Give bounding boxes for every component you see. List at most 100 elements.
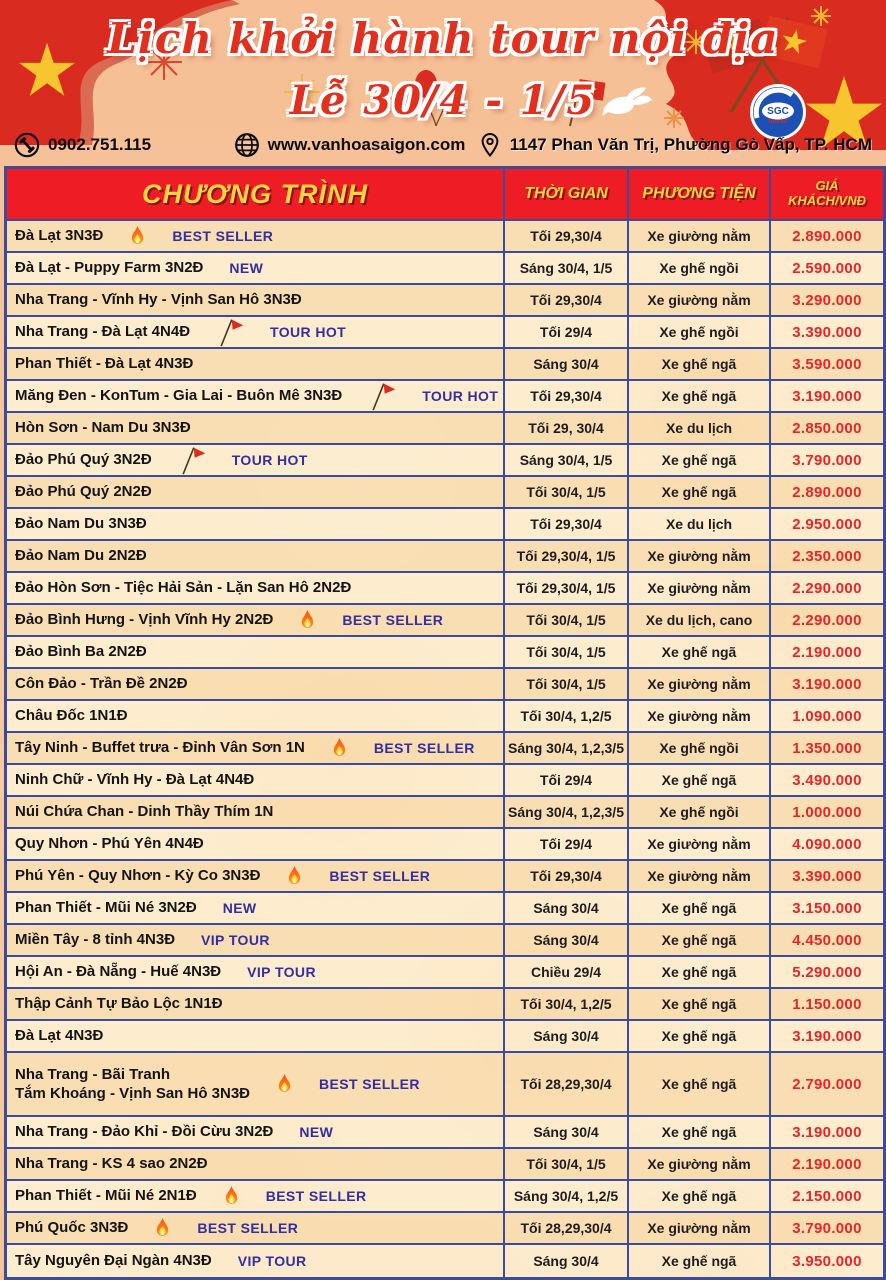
program-cell: Đảo Phú Quý 3N2Đ TOUR HOT: [7, 445, 505, 475]
price-cell: 2.350.000: [771, 541, 883, 571]
vehicle-type: Xe ghế ngã: [661, 484, 737, 500]
price-value: 2.590.000: [792, 259, 862, 277]
departure-time: Tối 28,29,30/4: [520, 1220, 612, 1236]
vehicle-type: Xe giường nằm: [647, 580, 751, 596]
globe-icon: [234, 133, 259, 157]
vehicle-cell: Xe giường nằm: [629, 669, 771, 699]
time-cell: Tối 29,30/4: [505, 861, 629, 891]
tour-badge: NEW: [222, 900, 257, 916]
tour-name: Châu Đốc 1N1Đ: [15, 707, 128, 725]
time-cell: Sáng 30/4: [505, 1245, 629, 1277]
vehicle-type: Xe ghế ngã: [661, 356, 737, 372]
price-cell: 5.290.000: [771, 957, 883, 987]
table-row: Côn Đảo - Trần Đề 2N2Đ: [7, 669, 883, 701]
departure-time: Tối 29/4: [539, 324, 593, 340]
time-cell: Tối 29,30/4: [505, 285, 629, 315]
tour-badge: TOUR HOT: [422, 388, 499, 404]
tour-name: Đảo Hòn Sơn - Tiệc Hải Sản - Lặn San Hô …: [15, 579, 352, 597]
program-cell: Phú Quốc 3N3Đ BEST SELLER: [7, 1213, 505, 1243]
time-cell: Tối 29,30/4: [505, 381, 629, 411]
departure-time: Tối 29,30/4, 1/5: [516, 548, 616, 564]
tour-name: Tây Nguyên Đại Ngàn 4N3Đ: [15, 1252, 212, 1270]
program-cell: Đảo Nam Du 3N3Đ: [7, 509, 505, 539]
small-flag-right: [760, 15, 828, 69]
tour-badge: VIP TOUR: [237, 1253, 307, 1269]
time-cell: Tối 28,29,30/4: [505, 1053, 629, 1115]
price-cell: 2.190.000: [771, 1149, 883, 1179]
tour-badge: BEST SELLER: [373, 740, 475, 756]
vehicle-type: Xe du lịch: [665, 516, 733, 532]
program-cell: Đà Lạt 3N3Đ BEST SELLER: [7, 221, 505, 251]
price-cell: 1.350.000: [771, 733, 883, 763]
vehicle-cell: Xe ghế ngã: [629, 925, 771, 955]
time-cell: Tối 29,30/4: [505, 221, 629, 251]
price-cell: 3.790.000: [771, 1213, 883, 1243]
vehicle-type: Xe ghế ngồi: [659, 324, 739, 340]
table-row: Nha Trang - Bãi Tranh Tắm Khoáng - Vịnh …: [7, 1053, 883, 1117]
price-value: 1.000.000: [792, 803, 862, 821]
time-cell: Tối 28,29,30/4: [505, 1213, 629, 1243]
tour-name: Hội An - Đà Nẵng - Huế 4N3Đ: [15, 963, 222, 981]
vehicle-cell: Xe giường nằm: [629, 829, 771, 859]
price-value: 5.290.000: [792, 963, 862, 981]
vehicle-type: Xe giường nằm: [647, 676, 751, 692]
program-cell: Tây Ninh - Buffet trưa - Đỉnh Vân Sơn 1N: [7, 733, 505, 763]
tour-hot-flag-icon: [216, 317, 244, 347]
phone-contact: 0902.751.115: [14, 132, 224, 158]
program-cell: Ninh Chữ - Vĩnh Hy - Đà Lạt 4N4Đ: [7, 765, 505, 795]
best-seller-flame-icon: [299, 609, 316, 632]
program-cell: Quy Nhơn - Phú Yên 4N4Đ: [7, 829, 505, 859]
tour-badge: BEST SELLER: [329, 868, 431, 884]
table-row: Phan Thiết - Mũi Né 3N2Đ NEW: [7, 893, 883, 925]
vehicle-cell: Xe du lịch: [629, 413, 771, 443]
table-row: Hòn Sơn - Nam Du 3N3Đ T: [7, 413, 883, 445]
table-row: Quy Nhơn - Phú Yên 4N4Đ: [7, 829, 883, 861]
tour-hot-flag-icon: [368, 381, 396, 411]
vehicle-type: Xe ghế ngồi: [659, 260, 739, 276]
departure-time: Sáng 30/4, 1,2,3/5: [508, 740, 624, 756]
time-cell: Tối 30/4, 1/5: [505, 605, 629, 635]
vehicle-cell: Xe giường nằm: [629, 1213, 771, 1243]
best-seller-flame-icon: [331, 737, 348, 760]
departure-time: Tối 30/4, 1,2/5: [520, 996, 612, 1012]
vehicle-type: Xe ghế ngã: [661, 1076, 737, 1092]
tour-badge: BEST SELLER: [342, 612, 444, 628]
time-cell: Sáng 30/4: [505, 893, 629, 923]
departure-time: Sáng 30/4, 1/5: [519, 452, 613, 468]
program-cell: Đảo Bình Hưng - Vịnh Vĩnh Hy 2N2Đ BEST S: [7, 605, 505, 635]
tour-name: Nha Trang - Bãi Tranh Tắm Khoáng - Vịnh …: [15, 1065, 251, 1103]
program-cell: Núi Chứa Chan - Dinh Thầy Thím 1N: [7, 797, 505, 827]
vehicle-cell: Xe giường nằm: [629, 861, 771, 891]
balloons-icon: [415, 70, 454, 127]
price-cell: 2.290.000: [771, 605, 883, 635]
website-contact: www.vanhoasaigon.com: [234, 132, 468, 158]
table-row: Nha Trang - Đà Lạt 4N4Đ TOUR HOT: [7, 317, 883, 349]
price-value: 3.790.000: [792, 451, 862, 469]
price-value: 2.790.000: [792, 1075, 862, 1093]
tour-name: Phan Thiết - Mũi Né 3N2Đ: [15, 899, 197, 917]
vehicle-type: Xe giường nằm: [647, 836, 751, 852]
banner: SGC tourist Lịch: [0, 0, 886, 166]
departure-time: Sáng 30/4: [533, 932, 599, 948]
price-value: 2.150.000: [792, 1187, 862, 1205]
program-cell: Đảo Phú Quý 2N2Đ: [7, 477, 505, 507]
price-cell: 3.490.000: [771, 765, 883, 795]
departure-time: Tối 29,30/4: [530, 292, 602, 308]
table-row: Đà Lạt 3N3Đ BEST SELLER: [7, 221, 883, 253]
small-flag-left: [701, 18, 771, 74]
tour-badge: TOUR HOT: [270, 324, 347, 340]
departure-time: Tối 28,29,30/4: [520, 1076, 612, 1092]
vehicle-type: Xe ghế ngã: [661, 388, 737, 404]
price-value: 3.790.000: [792, 1219, 862, 1237]
price-value: 4.450.000: [792, 931, 862, 949]
price-value: 2.190.000: [792, 643, 862, 661]
program-cell: Phú Yên - Quy Nhơn - Kỳ Co 3N3Đ BEST SEL: [7, 861, 505, 891]
poster-title: Lịch khởi hành tour nội địa: [107, 14, 779, 63]
tour-name: Đà Lạt 4N3Đ: [15, 1027, 104, 1045]
price-value: 1.090.000: [792, 707, 862, 725]
table-row: Phú Yên - Quy Nhơn - Kỳ Co 3N3Đ BEST SEL: [7, 861, 883, 893]
vehicle-type: Xe ghế ngã: [661, 452, 737, 468]
program-cell: Nha Trang - Bãi Tranh Tắm Khoáng - Vịnh …: [7, 1053, 505, 1115]
time-cell: Tối 29,30/4: [505, 509, 629, 539]
